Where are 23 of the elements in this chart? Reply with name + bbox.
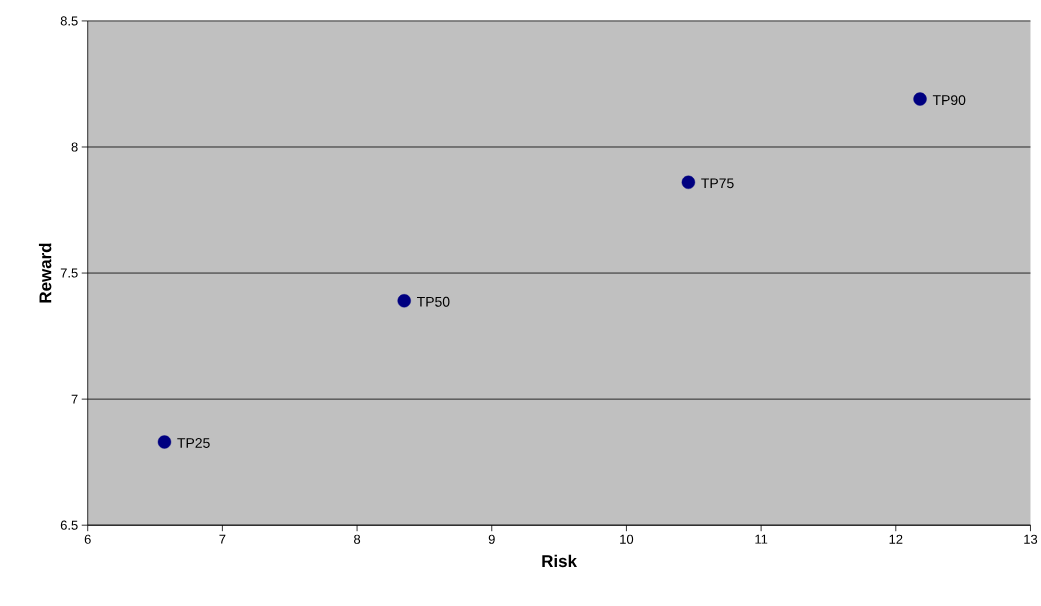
x-tick-label: 7 — [219, 534, 226, 544]
point — [681, 175, 696, 189]
annotation: TP90 — [932, 95, 966, 106]
x-tick-label: 12 — [889, 534, 903, 544]
y-tick-label: 6.5 — [60, 520, 78, 530]
point — [397, 294, 411, 308]
y-tick-label: 7 — [71, 394, 78, 404]
point — [913, 92, 927, 106]
y-axis-title: Reward — [38, 243, 52, 303]
annotation: TP25 — [177, 438, 210, 448]
annotation: TP75 — [701, 178, 734, 189]
x-tick-label: 6 — [84, 534, 91, 544]
point — [157, 435, 172, 449]
x-tick-label: 11 — [755, 534, 768, 544]
annotation: TP50 — [417, 296, 450, 307]
x-tick-label: 10 — [620, 534, 634, 544]
x-axis-title: Risk — [542, 554, 577, 568]
x-tick-label: 9 — [488, 534, 495, 544]
x-tick-label: 13 — [1024, 534, 1038, 544]
y-tick-label: 8 — [71, 142, 78, 152]
y-tick-label: 8.5 — [60, 16, 78, 26]
y-tick-label: 7.5 — [60, 268, 78, 278]
x-tick-label: 8 — [354, 534, 361, 544]
